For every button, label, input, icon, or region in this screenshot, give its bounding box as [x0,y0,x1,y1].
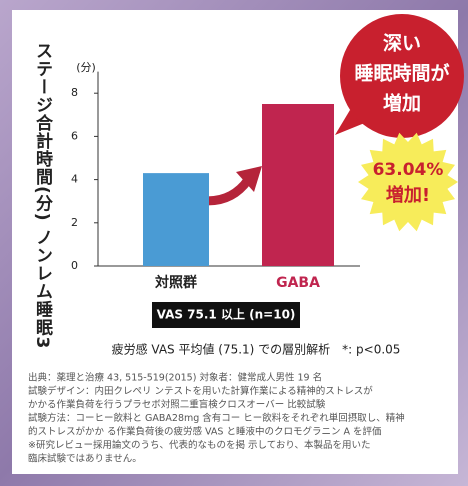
y-tick-label: 4 [71,173,78,186]
x-tick-label: 対照群 [154,274,197,291]
badge-star [358,132,458,232]
y-axis-title: ステージ合計時間(分) ノンレム睡眠3 [32,42,52,350]
footnote: 臨床試験ではありません。 [28,453,142,465]
condition-text: VAS 75.1 以上 (n=10) [157,307,296,322]
footnote: ※研究レビュー採用論文のうち、代表的なものを掲 示しており、本製品を用いた [28,439,371,451]
y-tick-label: 8 [71,86,78,99]
bar [143,173,209,266]
badge-percent: 63.04% [373,160,444,180]
x-tick-label: GABA [276,275,320,291]
note: 疲労感 VAS 平均値 (75.1) での層別解析 *: p<0.05 [112,342,401,357]
callout-bubble [340,14,464,138]
callout-text: 深い [383,32,421,55]
callout-text: 睡眠時間が [354,62,449,85]
y-tick-label: 6 [71,129,78,142]
condition-box [152,302,300,328]
y-tick-label: 0 [71,259,78,272]
badge-text: 増加! [386,184,430,206]
y-unit: (分) [76,61,96,74]
y-tick-label: 2 [71,216,78,229]
footnote: 的ストレスがかか る作業負荷後の疲労感 VAS と睡液中のクロモグラニン A を… [28,426,382,438]
bar [262,104,334,266]
arrow-head [236,166,262,192]
footnote: 試験方法：コーヒー飲料と GABA28mg 含有コー ヒー飲料をそれぞれ単回摂取… [28,412,405,424]
footnote: 出典：薬理と治療 43, 515-519(2015) 対象者：健常成人男性 19… [28,372,322,384]
footnote: 試験デザイン：内田クレペリ ンテストを用いた計算作業による精神的ストレスが [28,385,373,397]
footnote: かかる作業負荷を行うプラセボ対照二重盲検クロスオーバー 比較試験 [28,399,326,411]
callout-text: 増加 [383,92,421,115]
badge: 63.04% 増加! [358,132,458,232]
